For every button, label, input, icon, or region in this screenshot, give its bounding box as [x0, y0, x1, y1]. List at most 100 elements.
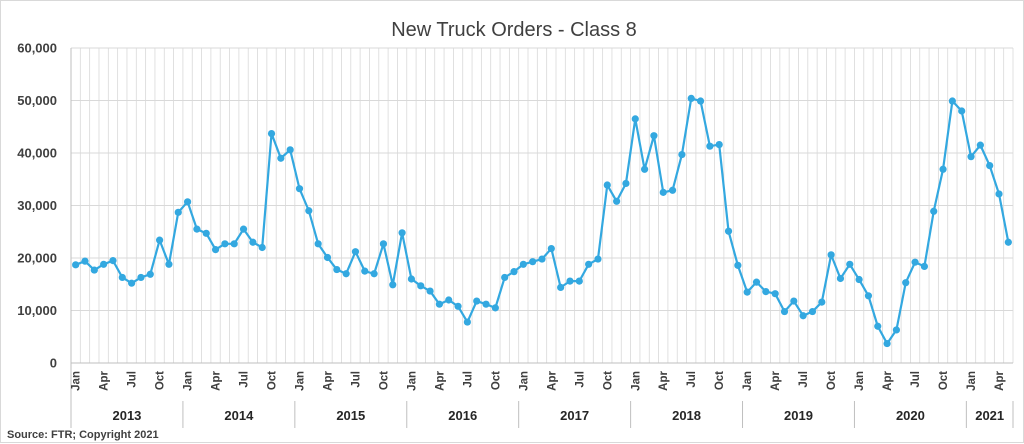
- data-point: [211, 246, 220, 254]
- data-point: [706, 142, 714, 150]
- data-point: [491, 304, 499, 312]
- series-orders: [72, 94, 1012, 348]
- data-point: [547, 244, 555, 253]
- data-point: [351, 248, 360, 256]
- data-point: [286, 146, 294, 154]
- data-point: [100, 260, 108, 268]
- data-point: [156, 236, 164, 244]
- data-point: [398, 229, 406, 237]
- data-point: [958, 107, 966, 115]
- data-point: [976, 141, 984, 149]
- x-tick-label-month: Apr: [546, 370, 558, 390]
- x-tick-label-month: Apr: [211, 370, 223, 390]
- data-point: [249, 238, 257, 246]
- data-point: [967, 153, 975, 161]
- data-point: [323, 253, 332, 262]
- data-point: [902, 279, 910, 287]
- data-point: [939, 165, 947, 173]
- data-point: [463, 318, 471, 326]
- data-point: [510, 268, 518, 276]
- data-point: [752, 278, 761, 286]
- x-tick-label-month: Oct: [602, 371, 614, 390]
- data-point: [762, 288, 770, 296]
- data-point: [239, 225, 248, 233]
- data-point: [389, 281, 397, 289]
- data-point: [808, 307, 817, 316]
- data-point: [314, 240, 322, 248]
- x-tick-label-year: 2015: [336, 408, 365, 423]
- data-point: [193, 225, 201, 233]
- data-point: [594, 255, 602, 263]
- data-point: [603, 181, 611, 189]
- data-point: [687, 94, 695, 102]
- y-tick-label: 20,000: [17, 251, 57, 266]
- y-tick-label: 40,000: [17, 146, 57, 161]
- x-tick-label-month: Jul: [574, 371, 586, 388]
- x-tick-label-month: Jan: [742, 371, 754, 391]
- y-tick-label: 50,000: [17, 93, 57, 108]
- y-tick-label: 10,000: [17, 303, 57, 318]
- x-tick-label-month: Jul: [239, 371, 251, 388]
- x-tick-label-month: Jan: [518, 371, 530, 391]
- x-tick-label-year: 2016: [448, 408, 477, 423]
- x-tick-label-month: Apr: [658, 370, 670, 390]
- data-point: [920, 262, 928, 270]
- y-tick-label: 0: [50, 356, 57, 371]
- data-point: [435, 300, 444, 308]
- data-point: [948, 97, 956, 105]
- data-point: [146, 270, 154, 278]
- data-point: [137, 273, 145, 282]
- data-point: [659, 188, 667, 196]
- data-point: [874, 322, 882, 330]
- data-point: [557, 283, 565, 291]
- x-tick-label-month: Jul: [798, 371, 810, 388]
- x-tick-label-month: Jul: [127, 371, 139, 388]
- data-point: [128, 279, 136, 287]
- data-point: [930, 207, 938, 215]
- data-point: [613, 197, 621, 205]
- x-tick-label-month: Jan: [71, 371, 83, 391]
- x-tick-label-month: Jan: [630, 371, 642, 391]
- x-tick-label-year: 2014: [224, 408, 254, 423]
- data-point: [202, 229, 210, 237]
- x-tick-label-year: 2019: [784, 408, 813, 423]
- data-point: [417, 282, 425, 290]
- data-point: [118, 273, 126, 282]
- x-tick-label-month: Jan: [406, 371, 418, 391]
- data-point: [640, 165, 649, 173]
- data-point: [585, 260, 593, 268]
- x-tick-label-month: Jan: [966, 371, 978, 391]
- data-point: [165, 260, 173, 268]
- y-tick-label: 60,000: [17, 41, 57, 56]
- data-point: [855, 275, 863, 284]
- x-tick-label-month: Oct: [826, 371, 838, 390]
- data-point: [72, 261, 80, 269]
- data-point: [1004, 238, 1012, 246]
- data-point: [538, 255, 546, 263]
- data-point: [883, 339, 891, 348]
- data-point: [995, 190, 1003, 198]
- data-point: [482, 300, 490, 308]
- axes: [70, 48, 1014, 428]
- x-tick-label-month: Jul: [910, 371, 922, 388]
- data-point: [221, 240, 229, 248]
- data-point: [911, 258, 919, 266]
- x-tick-label-month: Oct: [938, 371, 950, 390]
- data-point: [678, 150, 686, 159]
- data-point: [743, 288, 751, 296]
- x-tick-label-month: Jul: [350, 371, 362, 388]
- data-point: [790, 297, 798, 305]
- x-tick-label-month: Oct: [267, 371, 279, 390]
- x-tick-label-month: Jan: [183, 371, 195, 391]
- source-note: Source: FTR; Copyright 2021: [7, 429, 159, 441]
- data-point: [230, 240, 238, 248]
- data-point: [183, 198, 192, 206]
- data-point: [575, 277, 583, 285]
- x-tick-label-month: Oct: [155, 371, 167, 390]
- data-point: [696, 97, 705, 105]
- data-point: [986, 162, 994, 170]
- data-point: [827, 251, 835, 259]
- data-point: [836, 274, 845, 283]
- data-point: [295, 185, 304, 193]
